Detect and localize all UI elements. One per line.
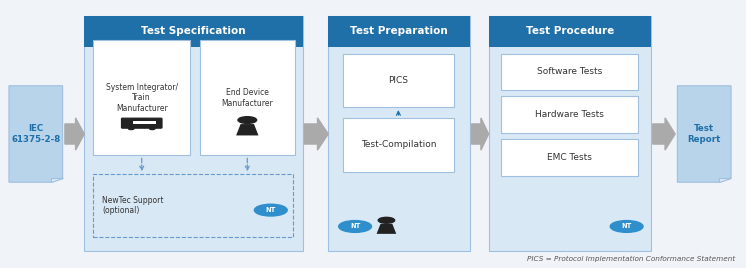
Text: Software Tests: Software Tests bbox=[537, 67, 602, 76]
Circle shape bbox=[610, 221, 643, 232]
Circle shape bbox=[128, 128, 134, 129]
Polygon shape bbox=[236, 124, 259, 135]
FancyBboxPatch shape bbox=[501, 139, 638, 176]
Circle shape bbox=[238, 117, 257, 123]
Text: NewTec Support
(optional): NewTec Support (optional) bbox=[102, 196, 163, 215]
FancyBboxPatch shape bbox=[144, 121, 156, 124]
FancyBboxPatch shape bbox=[93, 174, 293, 237]
FancyBboxPatch shape bbox=[489, 16, 651, 251]
Polygon shape bbox=[719, 178, 731, 182]
Text: NT: NT bbox=[621, 224, 632, 229]
Text: System Integrator/
Train
Manufacturer: System Integrator/ Train Manufacturer bbox=[106, 83, 178, 113]
FancyBboxPatch shape bbox=[200, 40, 295, 155]
FancyArrow shape bbox=[304, 118, 328, 150]
FancyBboxPatch shape bbox=[489, 16, 651, 47]
Text: NT: NT bbox=[266, 207, 276, 213]
FancyBboxPatch shape bbox=[122, 118, 162, 128]
Text: EMC Tests: EMC Tests bbox=[547, 153, 592, 162]
Circle shape bbox=[254, 204, 287, 216]
FancyArrow shape bbox=[65, 118, 84, 150]
Text: Hardware Tests: Hardware Tests bbox=[535, 110, 604, 119]
FancyBboxPatch shape bbox=[343, 54, 454, 107]
Circle shape bbox=[149, 128, 155, 129]
FancyBboxPatch shape bbox=[501, 54, 638, 90]
Circle shape bbox=[378, 217, 395, 223]
Text: NT: NT bbox=[350, 224, 360, 229]
Text: PICS = Protocol Implementation Conformance Statement: PICS = Protocol Implementation Conforman… bbox=[527, 256, 735, 262]
Text: Test
Report: Test Report bbox=[688, 124, 721, 144]
Text: Test Preparation: Test Preparation bbox=[350, 27, 448, 36]
FancyBboxPatch shape bbox=[134, 118, 149, 119]
Text: Test Procedure: Test Procedure bbox=[526, 27, 614, 36]
Polygon shape bbox=[677, 86, 731, 182]
FancyBboxPatch shape bbox=[134, 121, 145, 124]
Polygon shape bbox=[377, 224, 396, 234]
Polygon shape bbox=[51, 178, 63, 182]
Text: End Device
Manufacturer: End Device Manufacturer bbox=[222, 88, 273, 107]
FancyBboxPatch shape bbox=[501, 96, 638, 133]
Circle shape bbox=[339, 221, 372, 232]
Text: IEC
61375-2-8: IEC 61375-2-8 bbox=[11, 124, 60, 144]
FancyBboxPatch shape bbox=[93, 40, 190, 155]
FancyBboxPatch shape bbox=[328, 16, 470, 47]
Polygon shape bbox=[9, 86, 63, 182]
FancyBboxPatch shape bbox=[343, 118, 454, 172]
FancyArrow shape bbox=[653, 118, 675, 150]
FancyBboxPatch shape bbox=[328, 16, 470, 251]
FancyBboxPatch shape bbox=[84, 16, 303, 251]
Text: PICS: PICS bbox=[389, 76, 408, 85]
Text: Test Specification: Test Specification bbox=[141, 27, 246, 36]
FancyArrow shape bbox=[471, 118, 489, 150]
Text: Test-Compilation: Test-Compilation bbox=[360, 140, 436, 149]
FancyBboxPatch shape bbox=[84, 16, 303, 47]
